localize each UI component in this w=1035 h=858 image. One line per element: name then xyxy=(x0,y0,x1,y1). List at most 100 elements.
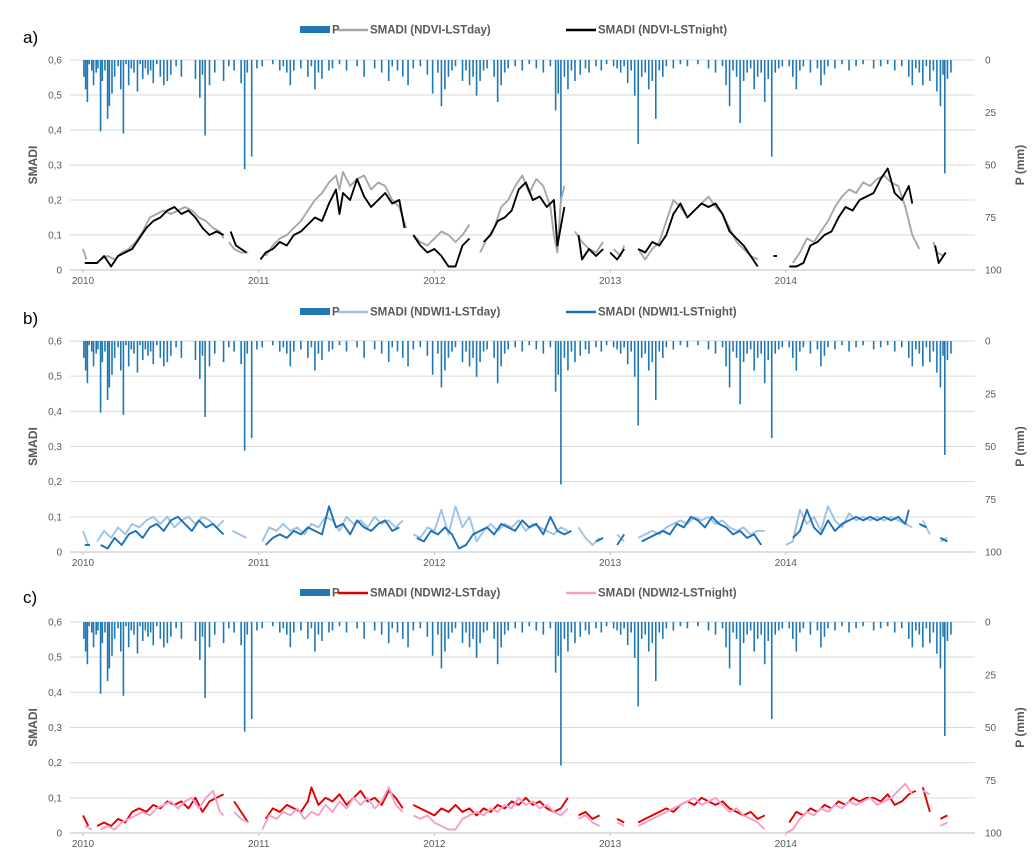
precip-bar xyxy=(431,60,434,94)
y-tick-label: 0,1 xyxy=(48,512,62,523)
precip-bar xyxy=(338,622,341,627)
precip-bar xyxy=(412,341,415,350)
precip-bar xyxy=(310,341,313,348)
series-line xyxy=(233,811,249,824)
precip-bar xyxy=(101,60,104,81)
precip-bar xyxy=(707,622,710,631)
precip-bar xyxy=(936,60,938,92)
precip-bar xyxy=(654,60,657,119)
precip-bar xyxy=(697,622,699,627)
precip-bar xyxy=(612,60,615,67)
precip-bar xyxy=(465,341,467,352)
y2-tick-label: 75 xyxy=(985,776,997,787)
precip-bar xyxy=(929,60,931,81)
precip-bar xyxy=(180,60,183,77)
precip-bar xyxy=(461,60,464,81)
precip-bar xyxy=(479,341,481,363)
precip-bar xyxy=(616,341,618,350)
precip-bar xyxy=(130,60,133,69)
precip-bar xyxy=(147,341,149,356)
precip-bar xyxy=(760,341,763,354)
precip-bar xyxy=(440,341,443,388)
precip-bar xyxy=(86,60,89,102)
precip-bar xyxy=(584,622,587,631)
precip-bar xyxy=(557,341,560,375)
precip-bar xyxy=(925,341,928,348)
precip-bar xyxy=(500,60,502,86)
precip-bar xyxy=(697,341,699,346)
precip-bar xyxy=(939,60,942,107)
series-line xyxy=(918,523,927,529)
precip-bar xyxy=(101,622,104,644)
series-line xyxy=(577,234,604,261)
precip-bar xyxy=(314,341,316,371)
precip-bar xyxy=(127,341,130,367)
y-tick-label: 0,4 xyxy=(48,126,62,137)
precip-bar xyxy=(679,341,682,346)
series-line xyxy=(265,505,400,546)
y-tick-label: 0 xyxy=(56,548,62,559)
precipitation-bars xyxy=(83,60,952,203)
precip-bar xyxy=(194,60,197,79)
x-tick-label: 2014 xyxy=(775,276,798,287)
precip-bar xyxy=(396,622,399,633)
series-line xyxy=(616,821,625,827)
precip-bar xyxy=(563,622,566,639)
precip-bar xyxy=(454,341,457,348)
legend-label-p: P xyxy=(332,307,340,319)
precip-bar xyxy=(431,622,434,656)
series-line xyxy=(616,818,625,824)
precip-bar xyxy=(862,341,864,346)
precip-bar xyxy=(444,341,446,371)
precip-bar xyxy=(503,60,506,73)
precip-bar xyxy=(122,60,125,134)
precip-bar xyxy=(911,622,914,648)
precip-bar xyxy=(521,60,524,71)
series-line xyxy=(482,181,566,247)
precip-bar xyxy=(437,341,439,354)
precip-bar xyxy=(113,60,116,77)
precip-bar xyxy=(127,622,130,648)
precip-bar xyxy=(119,341,122,371)
precip-bar xyxy=(479,622,481,644)
chart-panel-c: c) 0 0,1 0,2 0,3 0,4 0,5 0,6 0 25 50 75 100 2010 2011 2… xyxy=(23,588,1027,851)
precip-bar xyxy=(799,622,801,633)
precip-bar xyxy=(108,341,111,388)
precip-bar xyxy=(133,341,135,354)
series-line xyxy=(100,515,225,550)
precip-bar xyxy=(574,622,576,644)
series-line xyxy=(82,530,90,546)
precip-bar xyxy=(521,341,524,352)
precip-bar xyxy=(204,341,206,417)
precip-bar xyxy=(307,60,309,77)
precip-bar xyxy=(356,341,358,348)
precip-bar xyxy=(658,341,661,352)
precip-bar xyxy=(633,60,636,96)
precip-bar xyxy=(286,622,288,635)
precip-bar xyxy=(356,622,358,629)
precip-bar xyxy=(152,622,155,646)
precip-bar xyxy=(122,622,125,696)
precip-bar xyxy=(507,341,509,350)
precip-bar xyxy=(152,341,155,365)
precip-bar xyxy=(925,60,928,67)
precip-bar xyxy=(792,341,794,358)
precip-bar xyxy=(426,622,429,637)
series-line xyxy=(412,796,569,831)
precip-bar xyxy=(862,60,864,65)
series-line xyxy=(100,206,225,261)
precip-bar xyxy=(139,341,141,346)
precip-bar xyxy=(454,60,457,67)
series-line xyxy=(96,515,225,543)
precip-bar xyxy=(735,341,738,358)
precip-bar xyxy=(918,60,921,73)
precip-bar xyxy=(623,341,625,348)
panel-label: a) xyxy=(23,28,38,47)
precip-bar xyxy=(119,60,122,90)
precip-bar xyxy=(496,341,499,384)
precip-bar xyxy=(557,60,560,94)
precip-bar xyxy=(900,341,903,348)
precip-bar xyxy=(496,60,499,102)
precip-bar xyxy=(918,622,921,635)
precip-bar xyxy=(816,60,819,69)
